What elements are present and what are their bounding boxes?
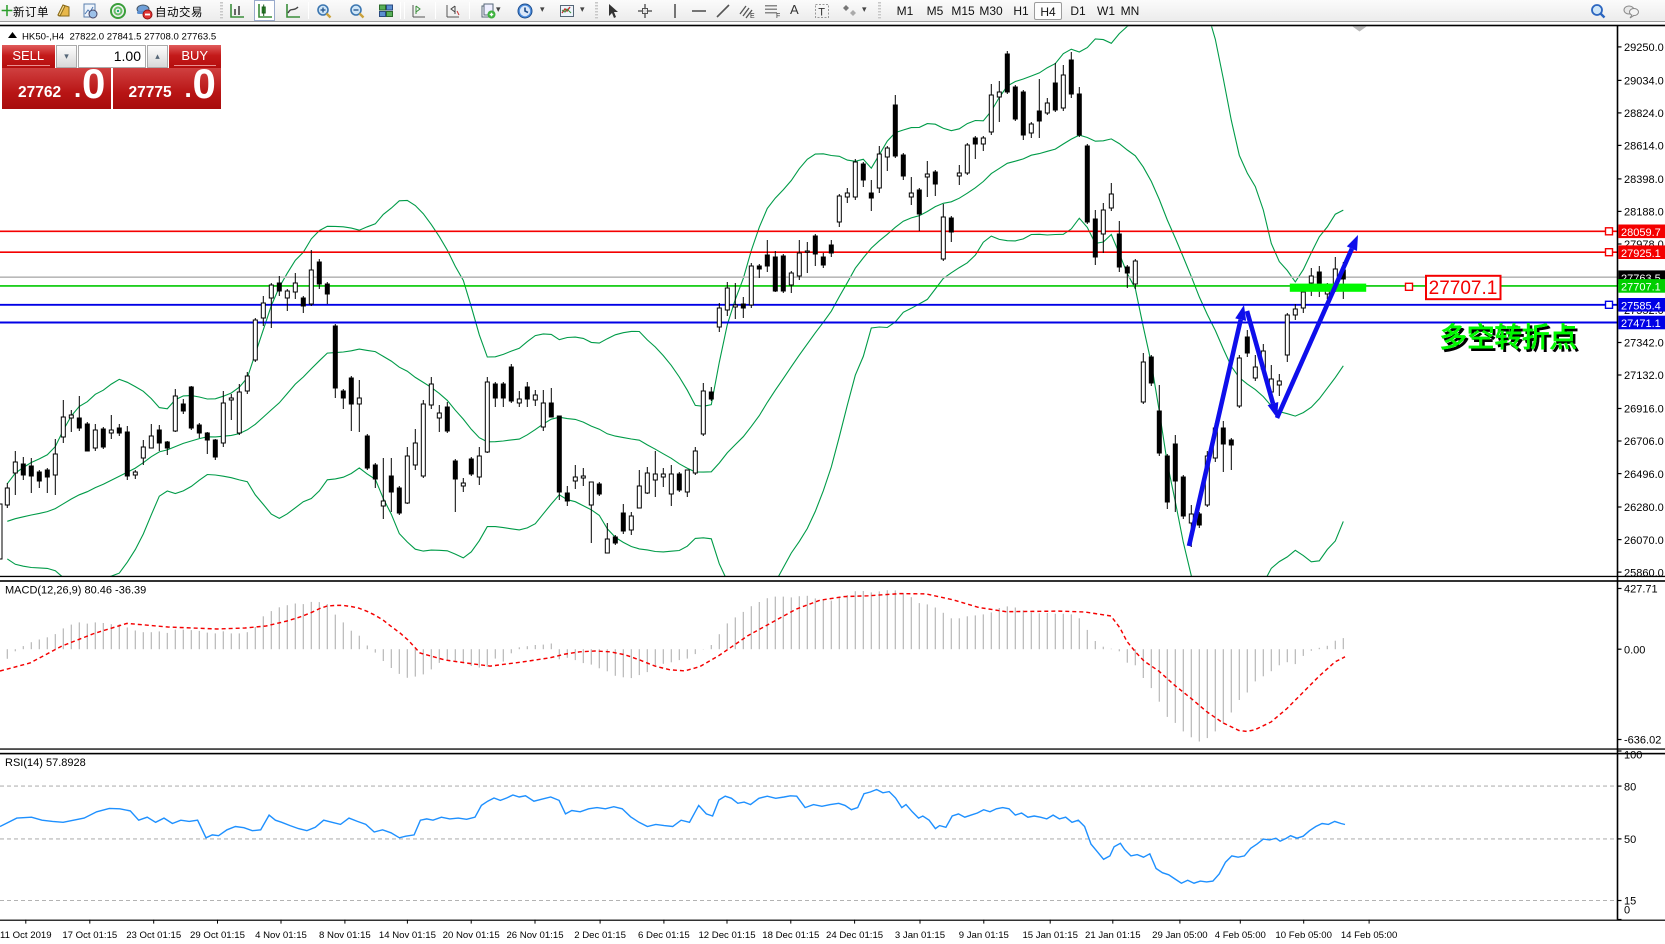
svg-text:6 Dec 01:15: 6 Dec 01:15: [638, 930, 690, 941]
svg-text:27707.1: 27707.1: [1621, 282, 1661, 294]
svg-text:0: 0: [1624, 905, 1630, 917]
svg-text:26916.0: 26916.0: [1624, 404, 1664, 416]
svg-text:12 Dec 01:15: 12 Dec 01:15: [698, 930, 755, 941]
svg-text:24 Dec 01:15: 24 Dec 01:15: [826, 930, 883, 941]
svg-text:9 Jan 01:15: 9 Jan 01:15: [959, 930, 1009, 941]
svg-text:27707.1: 27707.1: [1429, 278, 1498, 299]
svg-text:28824.0: 28824.0: [1624, 108, 1664, 120]
svg-text:28188.0: 28188.0: [1624, 207, 1664, 219]
svg-text:HK50-,H4 27822.0 27841.5 2770: HK50-,H4 27822.0 27841.5 27708.0 27763.5: [22, 32, 216, 43]
svg-text:27471.1: 27471.1: [1621, 318, 1661, 330]
svg-text:28614.0: 28614.0: [1624, 141, 1664, 153]
svg-text:21 Jan 01:15: 21 Jan 01:15: [1085, 930, 1140, 941]
svg-text:4 Feb 05:00: 4 Feb 05:00: [1215, 930, 1266, 941]
svg-text:29 Jan 05:00: 29 Jan 05:00: [1152, 930, 1207, 941]
svg-text:29250.0: 29250.0: [1624, 42, 1664, 54]
svg-text:27585.4: 27585.4: [1621, 300, 1661, 312]
svg-text:100: 100: [1624, 750, 1642, 762]
svg-text:427.71: 427.71: [1624, 584, 1658, 596]
svg-text:T: T: [818, 7, 825, 19]
svg-text:2 Dec 01:15: 2 Dec 01:15: [574, 930, 626, 941]
svg-text:8 Nov 01:15: 8 Nov 01:15: [319, 930, 371, 941]
svg-text:26 Nov 01:15: 26 Nov 01:15: [506, 930, 563, 941]
svg-text:23 Oct 01:15: 23 Oct 01:15: [126, 930, 181, 941]
svg-text:28059.7: 28059.7: [1621, 227, 1661, 239]
svg-text:26280.0: 26280.0: [1624, 502, 1664, 514]
svg-text:14 Nov 01:15: 14 Nov 01:15: [379, 930, 436, 941]
svg-text:0.00: 0.00: [1624, 644, 1645, 656]
svg-text:25860.0: 25860.0: [1624, 567, 1664, 579]
svg-text:4 Nov 01:15: 4 Nov 01:15: [255, 930, 307, 941]
svg-text:17 Oct 01:15: 17 Oct 01:15: [62, 930, 117, 941]
svg-text:26706.0: 26706.0: [1624, 436, 1664, 448]
svg-text:27925.1: 27925.1: [1621, 248, 1661, 260]
svg-text:-636.02: -636.02: [1624, 735, 1661, 747]
svg-text:多空转折点: 多空转折点: [1440, 322, 1578, 353]
svg-text:26070.0: 26070.0: [1624, 535, 1664, 547]
svg-text:RSI(14) 57.8928: RSI(14) 57.8928: [5, 757, 86, 769]
svg-text:F: F: [776, 13, 780, 20]
svg-text:27342.0: 27342.0: [1624, 338, 1664, 350]
svg-text:多空转折点: 多空转折点: [1442, 324, 1580, 355]
svg-text:20 Nov 01:15: 20 Nov 01:15: [443, 930, 500, 941]
svg-text:14 Feb 05:00: 14 Feb 05:00: [1341, 930, 1398, 941]
svg-text:27132.0: 27132.0: [1624, 370, 1664, 382]
svg-text:15 Jan 01:15: 15 Jan 01:15: [1022, 930, 1077, 941]
svg-text:15: 15: [1624, 896, 1636, 908]
svg-text:E: E: [750, 13, 755, 20]
svg-text:18 Dec 01:15: 18 Dec 01:15: [762, 930, 819, 941]
svg-text:29 Oct 01:15: 29 Oct 01:15: [190, 930, 245, 941]
svg-text:3 Jan 01:15: 3 Jan 01:15: [895, 930, 945, 941]
svg-text:MACD(12,26,9) 80.46 -36.39: MACD(12,26,9) 80.46 -36.39: [5, 585, 146, 597]
svg-text:80: 80: [1624, 781, 1636, 793]
svg-text:10 Feb 05:00: 10 Feb 05:00: [1275, 930, 1332, 941]
svg-text:11 Oct 2019: 11 Oct 2019: [0, 930, 52, 941]
svg-text:29034.0: 29034.0: [1624, 76, 1664, 88]
svg-text:28398.0: 28398.0: [1624, 174, 1664, 186]
svg-text:26496.0: 26496.0: [1624, 469, 1664, 481]
svg-text:50: 50: [1624, 834, 1636, 846]
